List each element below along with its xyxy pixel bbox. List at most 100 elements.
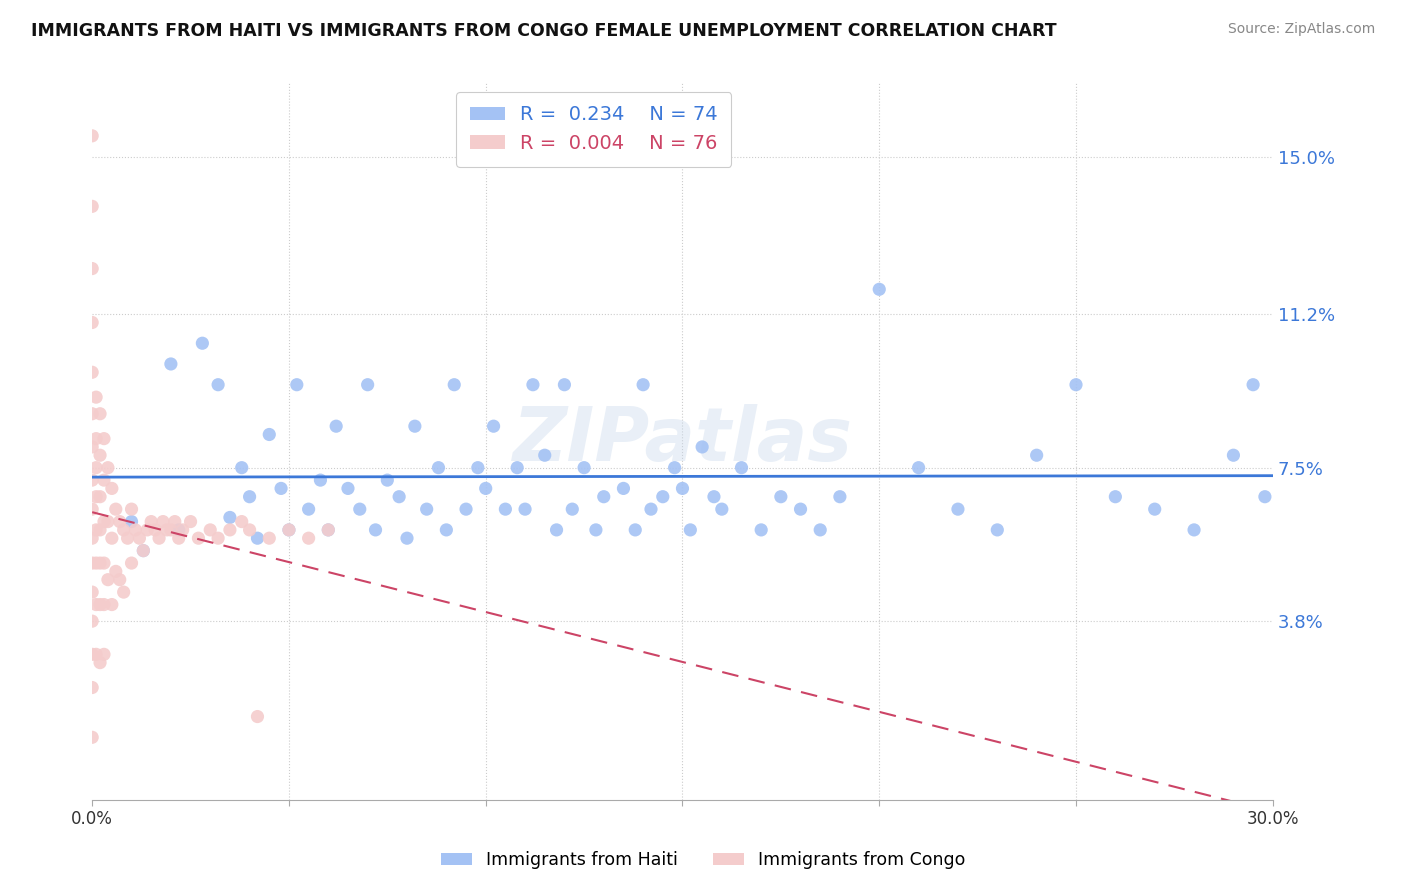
Point <box>89 656 111 670</box>
Point <box>97 515 120 529</box>
Point <box>89 448 111 462</box>
Point <box>325 419 347 434</box>
Point <box>101 598 124 612</box>
Point <box>231 515 253 529</box>
Point <box>143 523 166 537</box>
Point <box>434 523 457 537</box>
Point <box>246 531 269 545</box>
Point <box>132 543 155 558</box>
Point <box>285 377 308 392</box>
Point <box>671 482 693 496</box>
Point <box>172 523 194 537</box>
Point <box>82 614 104 628</box>
Point <box>132 543 155 558</box>
Point <box>239 523 262 537</box>
Point <box>946 502 969 516</box>
Point <box>93 432 115 446</box>
Point <box>1104 490 1126 504</box>
Point <box>82 731 104 745</box>
Point <box>454 502 477 516</box>
Point <box>89 407 111 421</box>
Point <box>730 460 752 475</box>
Point <box>108 515 131 529</box>
Point <box>82 681 104 695</box>
Point <box>415 502 437 516</box>
Point <box>278 523 301 537</box>
Point <box>640 502 662 516</box>
Point <box>84 648 107 662</box>
Point <box>259 531 281 545</box>
Point <box>1143 502 1166 516</box>
Point <box>82 407 104 421</box>
Point <box>561 502 583 516</box>
Point <box>191 336 214 351</box>
Point <box>907 460 929 475</box>
Point <box>513 502 536 516</box>
Point <box>84 390 107 404</box>
Point <box>93 515 115 529</box>
Point <box>356 377 378 392</box>
Point <box>506 460 529 475</box>
Point <box>309 473 332 487</box>
Point <box>108 573 131 587</box>
Point <box>84 432 107 446</box>
Point <box>163 515 186 529</box>
Point <box>388 490 411 504</box>
Point <box>84 460 107 475</box>
Point <box>467 460 489 475</box>
Point <box>828 490 851 504</box>
Point <box>97 460 120 475</box>
Point <box>546 523 568 537</box>
Point <box>651 490 673 504</box>
Point <box>84 556 107 570</box>
Point <box>808 523 831 537</box>
Point <box>82 440 104 454</box>
Point <box>82 648 104 662</box>
Point <box>121 556 143 570</box>
Point <box>148 531 170 545</box>
Point <box>93 556 115 570</box>
Point <box>1241 377 1264 392</box>
Point <box>89 490 111 504</box>
Point <box>89 598 111 612</box>
Text: Source: ZipAtlas.com: Source: ZipAtlas.com <box>1227 22 1375 37</box>
Point <box>690 440 713 454</box>
Point <box>298 531 321 545</box>
Point <box>703 490 725 504</box>
Point <box>167 523 190 537</box>
Point <box>336 482 359 496</box>
Point <box>104 502 127 516</box>
Point <box>82 531 104 545</box>
Point <box>93 648 115 662</box>
Point <box>298 502 321 516</box>
Point <box>494 502 516 516</box>
Point <box>1222 448 1244 462</box>
Point <box>117 531 139 545</box>
Point <box>156 523 179 537</box>
Legend: R =  0.234    N = 74, R =  0.004    N = 76: R = 0.234 N = 74, R = 0.004 N = 76 <box>456 92 731 167</box>
Point <box>82 316 104 330</box>
Point <box>200 523 222 537</box>
Point <box>180 515 202 529</box>
Point <box>128 531 150 545</box>
Point <box>533 448 555 462</box>
Point <box>316 523 339 537</box>
Point <box>207 377 229 392</box>
Point <box>82 199 104 213</box>
Point <box>84 523 107 537</box>
Point <box>789 502 811 516</box>
Point <box>395 531 418 545</box>
Point <box>121 502 143 516</box>
Point <box>93 473 115 487</box>
Point <box>443 377 465 392</box>
Point <box>219 510 242 524</box>
Point <box>375 473 398 487</box>
Point <box>219 523 242 537</box>
Point <box>101 482 124 496</box>
Point <box>112 523 135 537</box>
Point <box>482 419 505 434</box>
Point <box>160 357 183 371</box>
Point <box>124 523 146 537</box>
Point <box>631 377 654 392</box>
Point <box>82 365 104 379</box>
